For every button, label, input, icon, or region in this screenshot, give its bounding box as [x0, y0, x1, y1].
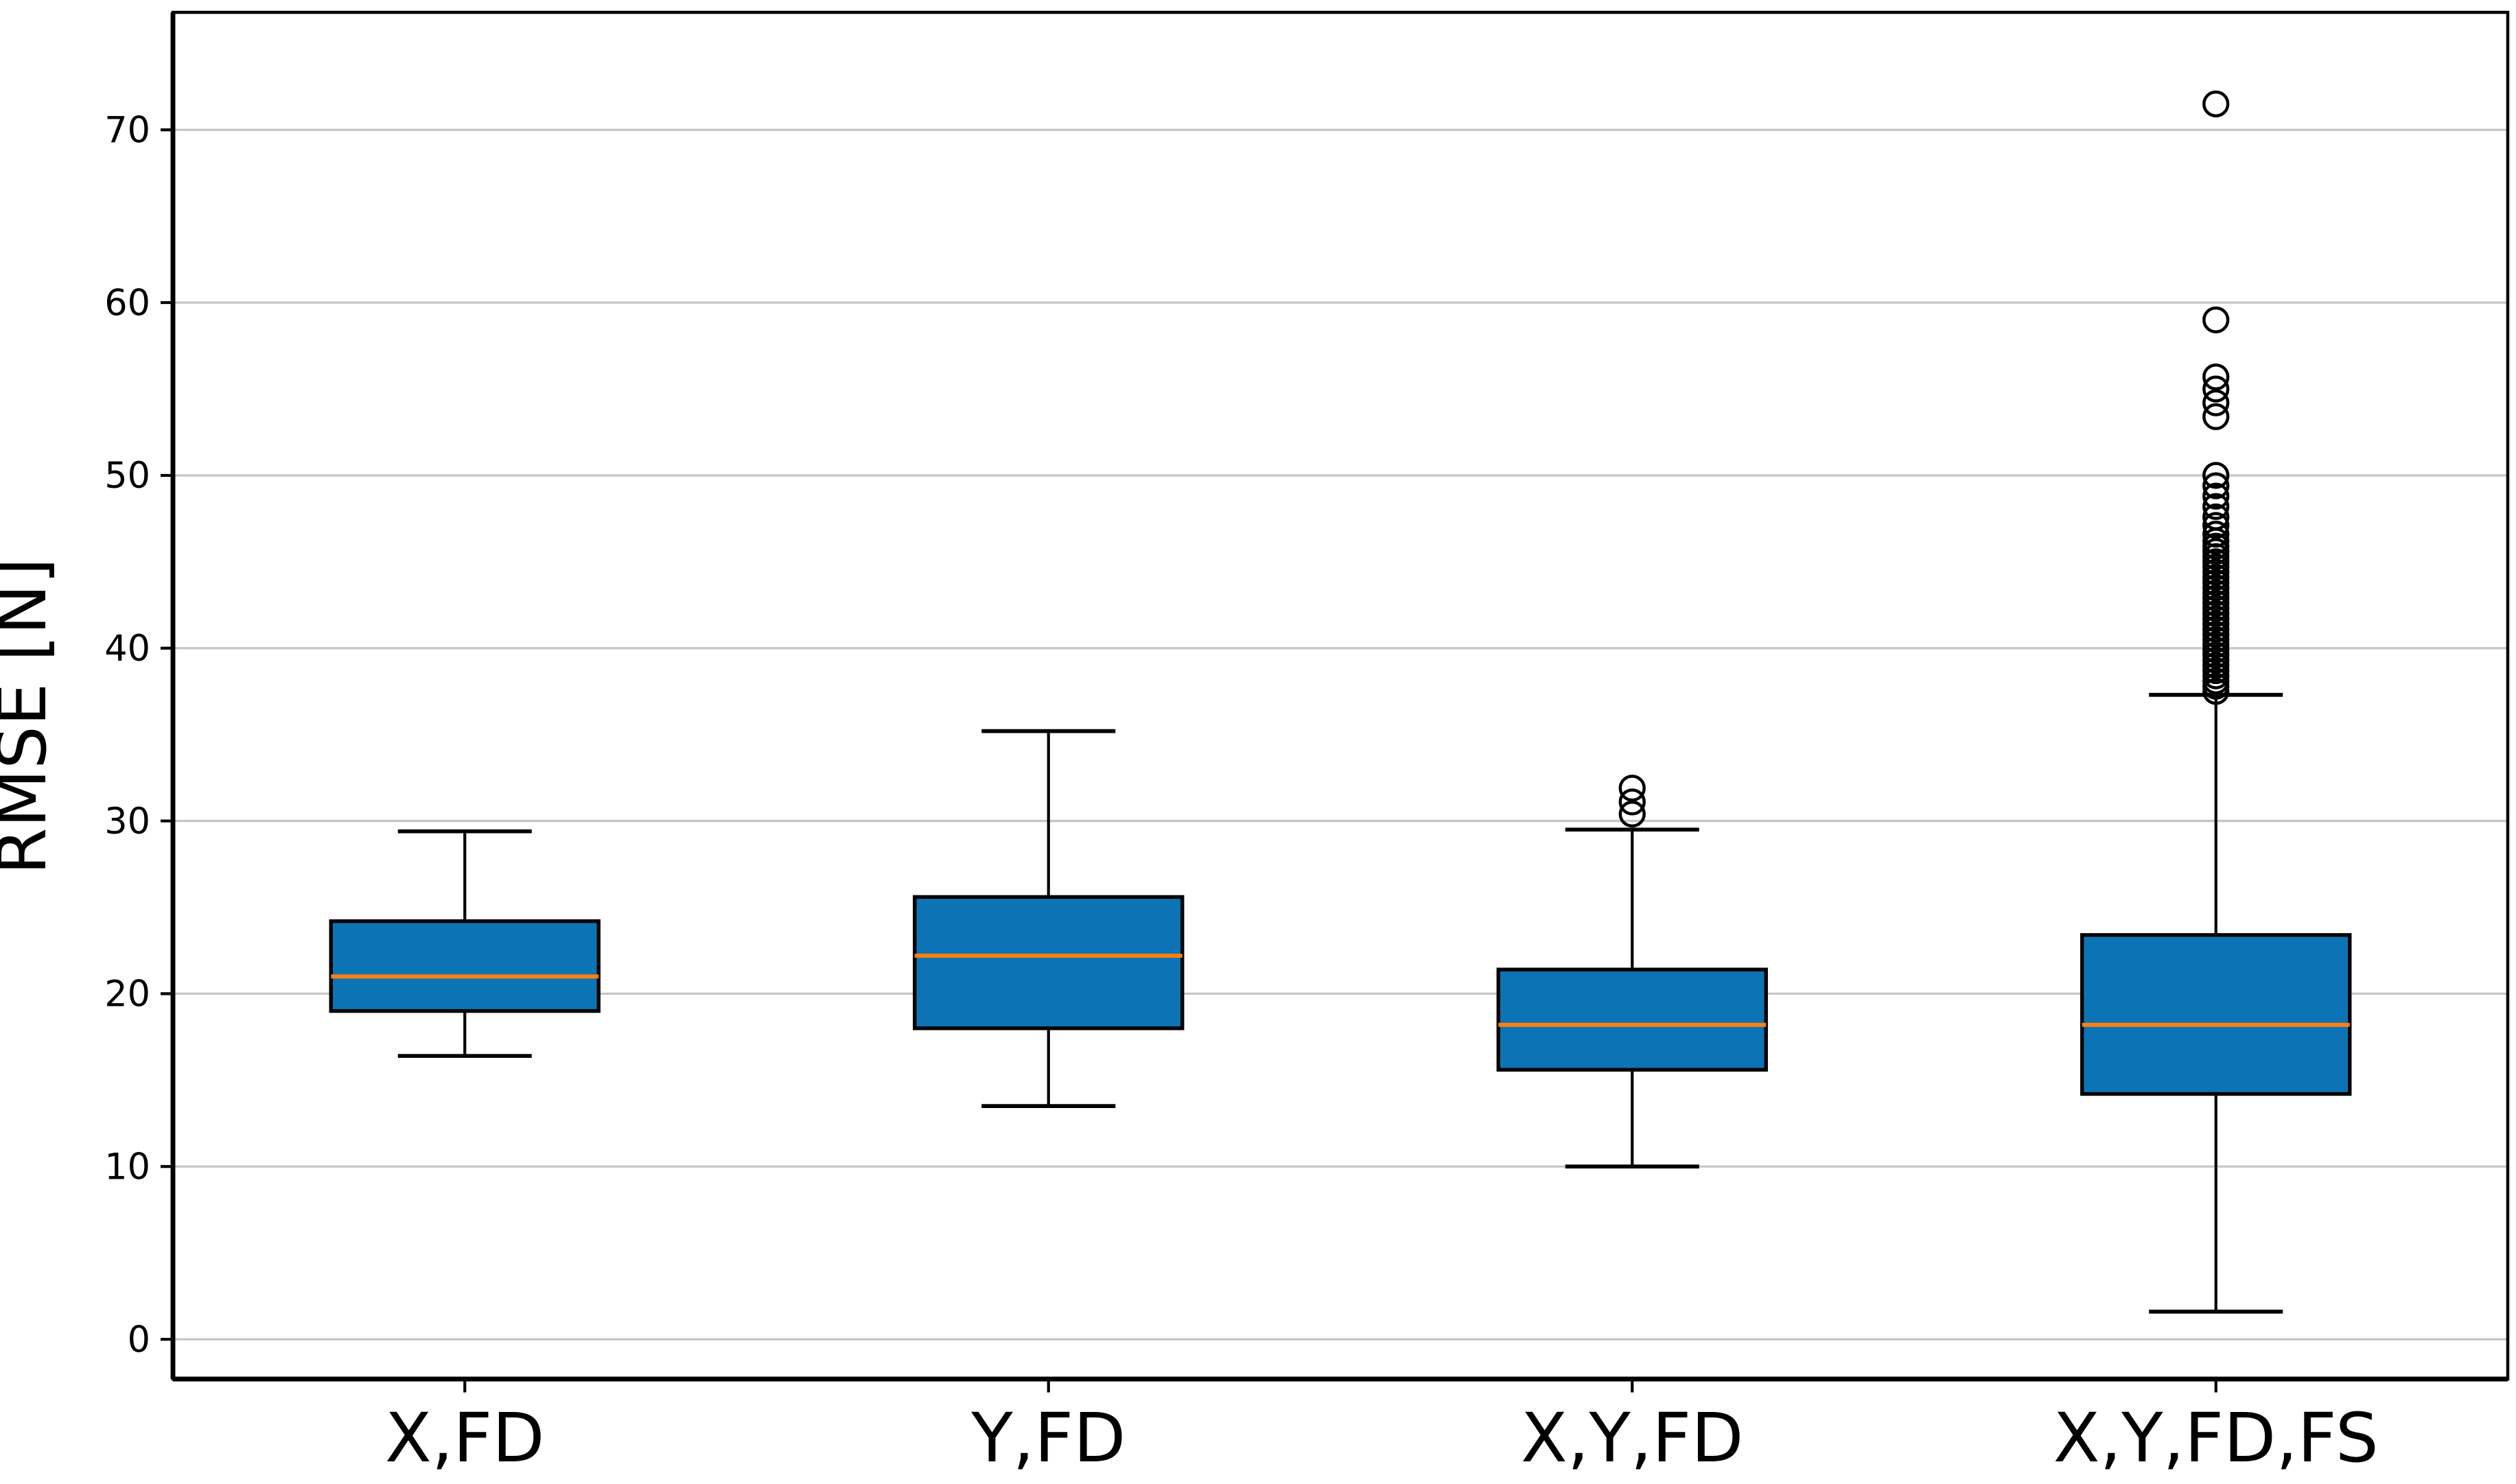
y-tick-label: 10 [104, 1146, 150, 1188]
outlier-point [2202, 482, 2230, 510]
outlier-point [2202, 389, 2230, 416]
outlier-point [2202, 503, 2230, 531]
box-rect [329, 919, 601, 1013]
outlier-point [2202, 375, 2230, 403]
y-tick-label: 40 [104, 628, 150, 670]
box-rect [913, 895, 1185, 1030]
outlier-point [1618, 788, 1646, 816]
box-group-x-fd [329, 829, 601, 1058]
outlier-point [2202, 493, 2230, 520]
box-group-x-y-fd-fs [2080, 90, 2352, 1314]
box-group-x-y-fd [1496, 775, 1768, 1169]
y-tick-label: 60 [104, 282, 150, 324]
y-tick-label: 50 [104, 455, 150, 497]
outlier-point [2202, 472, 2230, 499]
outlier-point [2202, 512, 2230, 539]
outlier-point [2202, 306, 2230, 333]
x-category-label: Y,FD [970, 1399, 1126, 1478]
outlier-point [2202, 363, 2230, 391]
box-rect [2080, 933, 2352, 1096]
y-axis-label: RMSE [N] [0, 558, 62, 875]
box-rect [1496, 967, 1768, 1072]
outlier-point [1618, 775, 1646, 802]
y-tick-label: 20 [104, 974, 150, 1015]
box-group-y-fd [913, 729, 1185, 1108]
outlier-point [2202, 403, 2230, 430]
x-category-label: X,FD [385, 1399, 544, 1478]
outlier-point [2202, 520, 2230, 548]
y-tick-label: 70 [104, 110, 150, 152]
outlier-point [2202, 90, 2230, 118]
x-category-label: X,Y,FD,FS [2053, 1399, 2379, 1478]
y-tick-label: 0 [128, 1319, 150, 1361]
x-category-label: X,Y,FD [1521, 1399, 1743, 1478]
outlier-point [1618, 800, 1646, 828]
outlier-point [2202, 462, 2230, 489]
y-tick-label: 30 [104, 801, 150, 843]
